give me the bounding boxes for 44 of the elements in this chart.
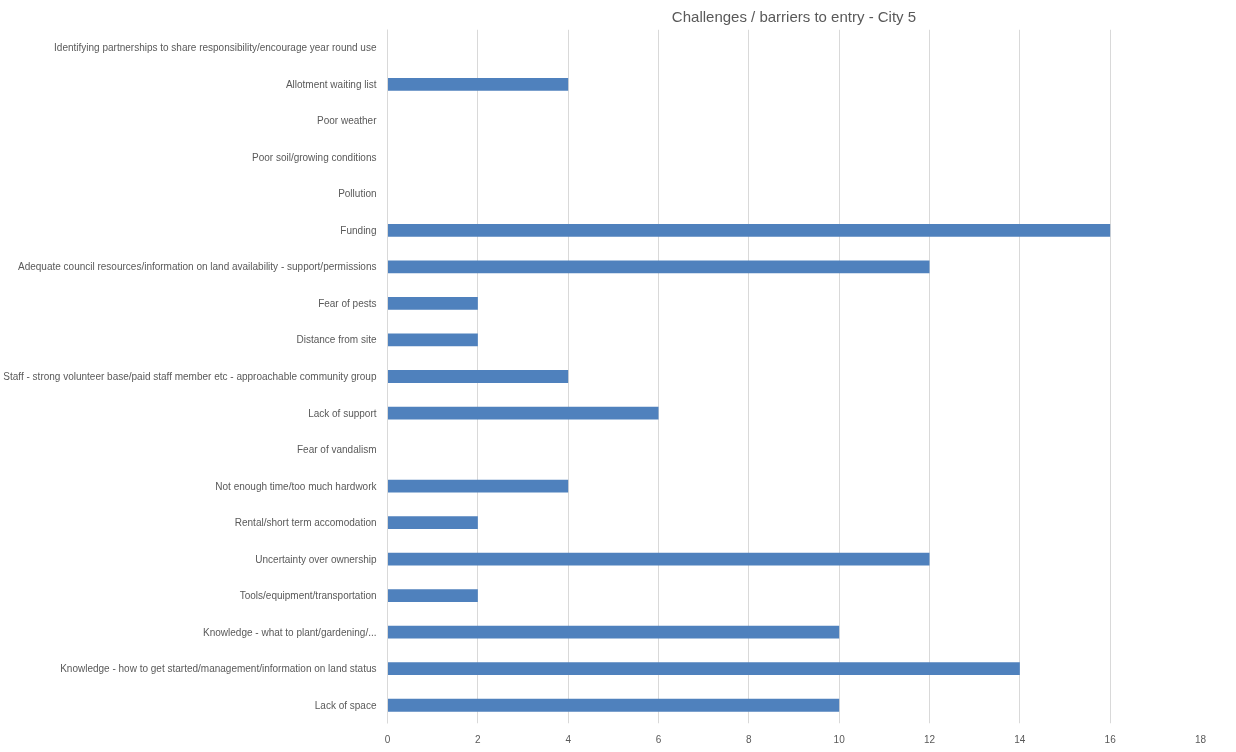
y-tick-label: Poor weather	[317, 115, 378, 127]
bar	[387, 516, 478, 529]
bar	[387, 589, 478, 603]
x-tick-label: 12	[923, 733, 936, 745]
y-tick-label: Lack of space	[314, 699, 377, 711]
x-tick-label: 0	[384, 733, 391, 745]
y-tick-label: Lack of support	[308, 407, 377, 419]
chart-title: Challenges / barriers to entry - City 5	[671, 7, 917, 25]
y-tick-label: Adequate council resources/information on land availability - support/permissions	[17, 261, 377, 273]
x-tick-label: 10	[833, 733, 846, 745]
x-tick-label: 14	[1014, 733, 1026, 745]
bar	[387, 224, 1111, 237]
y-tick-label: Fear of pests	[318, 297, 377, 309]
bar	[387, 625, 840, 639]
x-tick-label: 2	[475, 733, 482, 745]
x-tick-label: 4	[565, 733, 572, 745]
y-tick-label: Not enough time/too much hardwork	[215, 480, 378, 492]
bar	[387, 662, 1020, 676]
x-tick-label: 18	[1194, 733, 1207, 745]
bar	[387, 479, 569, 493]
x-tick-label: 6	[655, 733, 662, 745]
y-tick-label: Tools/equipment/transportation	[239, 590, 377, 602]
x-tick-label: 8	[746, 733, 753, 745]
y-tick-label: Allotment waiting list	[285, 78, 377, 90]
y-tick-label: Poor soil/growing conditions	[251, 151, 377, 163]
bar	[387, 297, 478, 310]
bar	[387, 552, 930, 566]
y-tick-label: Knowledge - how to get started/management/information on land status	[60, 663, 377, 675]
y-tick-label: Fear of vandalism	[297, 444, 377, 456]
y-tick-label: Identifying partnerships to share responsibility/encourage year round use	[54, 42, 377, 54]
bar	[387, 406, 659, 420]
bar	[387, 698, 840, 712]
y-tick-label: Knowledge - what to plant/gardening/...	[203, 626, 377, 638]
y-tick-label: Funding	[340, 224, 377, 236]
y-tick-label: Uncertainty over ownership	[255, 553, 377, 565]
x-tick-label: 16	[1104, 733, 1117, 745]
bar	[387, 370, 569, 383]
bar	[387, 77, 569, 91]
y-tick-label: Staff - strong volunteer base/paid staff member etc - approachable community group	[3, 371, 377, 382]
bar	[387, 260, 930, 274]
bar	[387, 333, 478, 347]
y-tick-label: Pollution	[338, 188, 377, 200]
y-tick-label: Rental/short term accomodation	[234, 517, 377, 529]
y-tick-label: Distance from site	[296, 334, 377, 346]
